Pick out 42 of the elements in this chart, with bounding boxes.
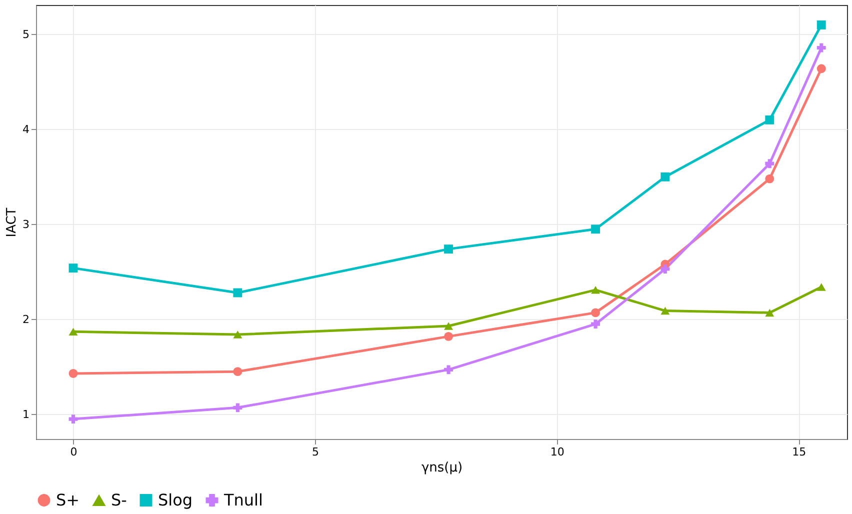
point (233, 367, 242, 376)
y-tick-label: 3 (22, 218, 30, 231)
point (765, 115, 774, 124)
point (765, 308, 774, 317)
point (591, 308, 600, 318)
legend-label: S- (111, 490, 127, 510)
point (660, 306, 670, 315)
legend-label: S+ (56, 490, 80, 510)
point (68, 264, 78, 273)
point (816, 64, 826, 74)
legend-label: Slog (158, 490, 193, 510)
point (591, 320, 600, 329)
point (444, 322, 453, 330)
point (444, 332, 453, 341)
point (444, 365, 453, 374)
point (816, 283, 826, 291)
y-tick-label: 4 (22, 122, 30, 136)
y-tick-label: 2 (22, 312, 30, 326)
point (660, 172, 670, 182)
x-tick-label: 5 (312, 446, 320, 458)
point (660, 264, 670, 274)
point (816, 43, 826, 52)
point (233, 330, 242, 338)
x-tick-label: 10 (550, 446, 564, 458)
point (233, 288, 242, 298)
x-tick-label: 0 (70, 446, 78, 458)
x-tick-label: 15 (792, 446, 806, 458)
x-axis-title: γns(μ) (421, 460, 463, 476)
legend-label: Tnull (223, 490, 263, 510)
point (68, 414, 78, 424)
point (68, 328, 78, 336)
point (444, 244, 453, 254)
point (765, 159, 774, 168)
point (591, 224, 600, 234)
y-axis-title: IACT (4, 208, 20, 238)
point (233, 403, 242, 412)
point (816, 20, 826, 30)
y-tick-label: 1 (22, 408, 30, 421)
point (765, 174, 774, 184)
y-tick-label: 5 (22, 28, 30, 41)
point (591, 286, 600, 294)
point (68, 369, 78, 378)
